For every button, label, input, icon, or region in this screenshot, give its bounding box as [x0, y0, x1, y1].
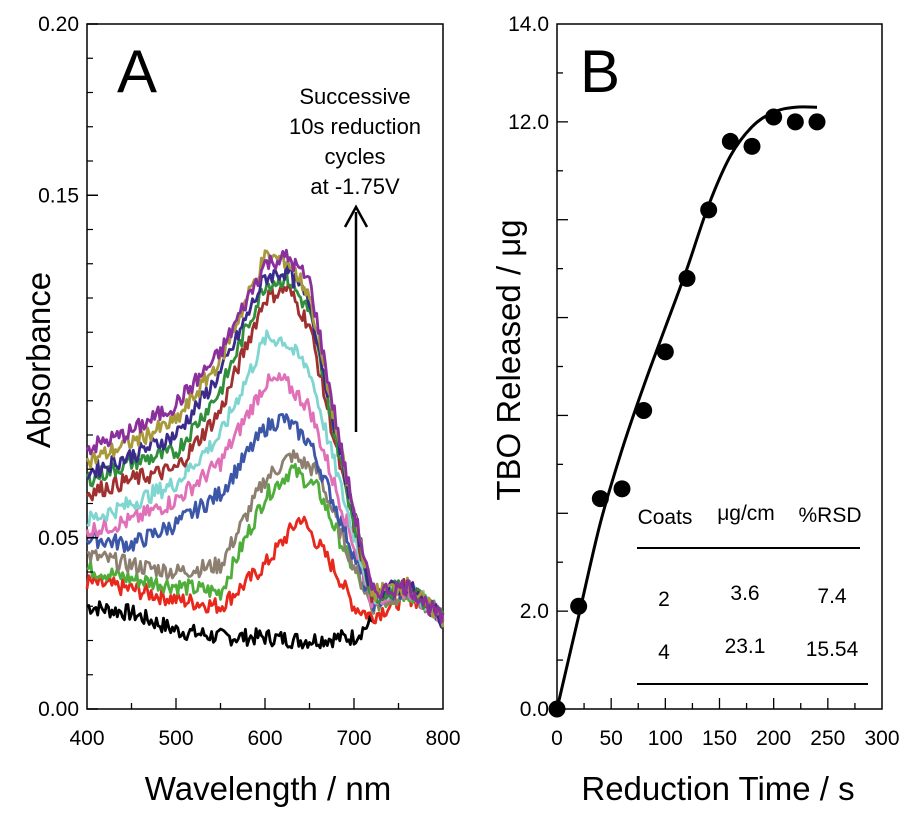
data-point — [808, 113, 826, 131]
inset-table: Coats μg/cm %RSD 2 3.6 7.4 4 23.1 15.54 — [637, 502, 868, 685]
table-cell-r2-c2: 23.1 — [725, 635, 766, 658]
x-tick-label: 500 — [158, 727, 193, 750]
data-point — [721, 132, 739, 150]
x-tick-label: 600 — [247, 727, 282, 750]
x-tick-label: 700 — [336, 727, 371, 750]
panel-b: 0.0 2.0 12.0 14.0 0 50 100 150 200 250 300 B Reduc… — [490, 13, 900, 807]
panel-a-ticks: 0.00 0.05 0.15 0.20 400 500 600 700 800 — [38, 13, 460, 750]
panel-b-x-axis-label: Reduction Time / s — [581, 770, 854, 807]
data-point — [548, 700, 566, 718]
panel-b-y-axis-label: TBO Released / μg — [490, 219, 527, 500]
spectrum-line-11 — [85, 249, 445, 628]
annotation-line-3: cycles — [324, 144, 385, 169]
table-header-rsd: %RSD — [798, 504, 861, 527]
table-cell-r1-c3: 7.4 — [817, 585, 847, 608]
annotation-arrow-head — [343, 204, 369, 228]
data-point — [743, 137, 761, 155]
panel-a-series-group — [85, 248, 445, 650]
x-tick-label: 300 — [864, 727, 899, 750]
y-tick-label: 0.05 — [38, 527, 79, 550]
data-point — [700, 201, 718, 219]
spectrum-line-2 — [85, 515, 445, 625]
fit-curve — [555, 105, 818, 710]
y-tick-label: 0.00 — [38, 698, 79, 721]
table-cell-r2-c1: 4 — [658, 641, 670, 664]
annotation-line-2: 10s reduction — [289, 114, 421, 139]
data-point — [786, 113, 804, 131]
panel-a: 0.00 0.05 0.15 0.20 400 500 600 700 800 A Succes… — [20, 13, 461, 807]
data-point — [656, 343, 674, 361]
table-header-ugcm: μg/cm — [717, 502, 775, 525]
panel-b-label: B — [580, 38, 620, 105]
table-header-coats: Coats — [638, 506, 693, 529]
y-tick-label: 12.0 — [508, 111, 549, 134]
panel-a-x-axis-label: Wavelength / nm — [145, 770, 391, 807]
x-tick-label: 150 — [702, 727, 737, 750]
y-tick-label: 2.0 — [520, 600, 549, 623]
table-cell-r2-c3: 15.54 — [806, 638, 859, 661]
table-cell-r1-c2: 3.6 — [730, 582, 759, 605]
annotation-line-4: at -1.75V — [310, 174, 400, 199]
table-cell-r1-c1: 2 — [658, 588, 670, 611]
y-tick-label: 0.20 — [38, 13, 79, 36]
x-tick-label: 400 — [69, 727, 104, 750]
spectrum-line-1 — [86, 600, 374, 650]
data-point — [765, 108, 783, 126]
x-tick-label: 250 — [810, 727, 845, 750]
x-tick-label: 100 — [648, 727, 683, 750]
spectrum-line-12 — [85, 248, 445, 624]
y-tick-label: 0.15 — [38, 184, 79, 207]
data-point — [570, 597, 588, 615]
panel-b-points — [548, 108, 826, 718]
panel-b-ticks: 0.0 2.0 12.0 14.0 0 50 100 150 200 250 300 — [508, 13, 899, 750]
data-point — [613, 480, 631, 498]
y-tick-label: 0.0 — [520, 698, 549, 721]
spectrum-line-10 — [85, 261, 444, 630]
x-tick-label: 0 — [551, 727, 563, 750]
x-tick-label: 50 — [599, 727, 622, 750]
x-tick-label: 200 — [756, 727, 791, 750]
data-point — [591, 490, 609, 508]
spectrum-line-6 — [85, 372, 445, 623]
y-tick-label: 14.0 — [508, 13, 549, 36]
x-tick-label: 800 — [425, 727, 460, 750]
data-point — [635, 402, 653, 420]
panel-a-label: A — [117, 38, 157, 105]
panel-a-y-axis-label: Absorbance — [20, 272, 57, 448]
data-point — [678, 269, 696, 287]
annotation-line-1: Successive — [299, 84, 410, 109]
